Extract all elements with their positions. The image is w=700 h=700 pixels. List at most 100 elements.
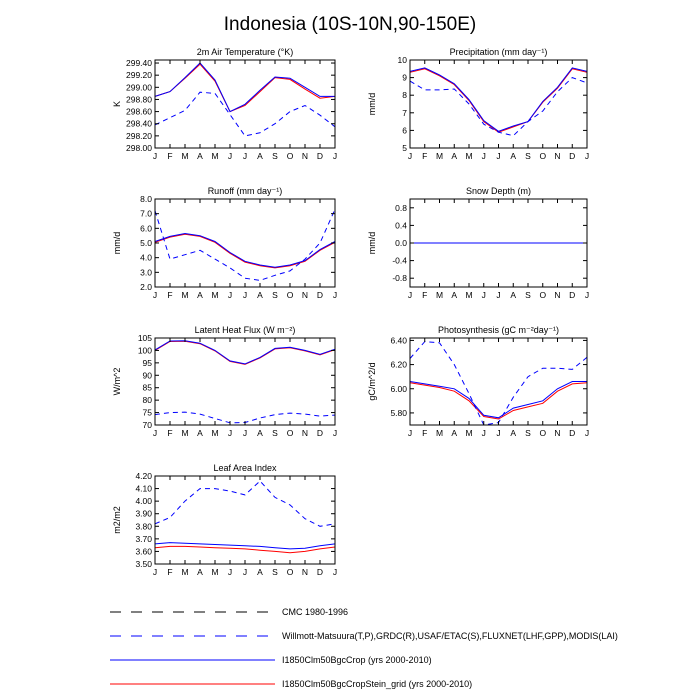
y-tick-label: 75 bbox=[143, 408, 153, 418]
y-tick-label: 5 bbox=[402, 143, 407, 153]
x-tick-label: J bbox=[228, 428, 232, 438]
x-tick-label: J bbox=[585, 151, 589, 161]
x-tick-label: S bbox=[525, 151, 531, 161]
x-tick-label: D bbox=[317, 151, 323, 161]
y-tick-label: 8.0 bbox=[140, 194, 152, 204]
x-tick-label: O bbox=[287, 151, 294, 161]
x-tick-label: A bbox=[197, 151, 203, 161]
x-tick-label: O bbox=[287, 567, 294, 577]
series-line-0 bbox=[154, 545, 336, 554]
y-tick-label: 6 bbox=[402, 125, 407, 135]
y-tick-label: -0.8 bbox=[392, 273, 407, 283]
chart-panel-2: Runoff (mm day⁻¹) mm/d 2.0 3.0 4.0 5.0 6.0 7.0 8… bbox=[112, 186, 337, 300]
panel-title: Photosynthesis (gC m⁻²day⁻¹) bbox=[438, 325, 559, 335]
series-line-0 bbox=[409, 68, 588, 133]
y-tick-label: 5.80 bbox=[390, 408, 407, 418]
x-tick-label: J bbox=[496, 290, 500, 300]
y-axis-label: mm/d bbox=[367, 93, 377, 116]
x-tick-label: N bbox=[302, 290, 308, 300]
y-axis-label: K bbox=[112, 101, 122, 107]
x-tick-label: S bbox=[525, 290, 531, 300]
y-tick-label: 3.50 bbox=[135, 559, 152, 569]
x-tick-label: O bbox=[539, 428, 546, 438]
y-axis-label: m2/m2 bbox=[112, 506, 122, 534]
x-tick-label: A bbox=[451, 428, 457, 438]
x-tick-label: J bbox=[482, 151, 486, 161]
x-tick-label: M bbox=[181, 151, 188, 161]
panel-title: Precipitation (mm day⁻¹) bbox=[450, 47, 548, 57]
chart-panel-3: Snow Depth (m)mm/d-0.8-0.40.00.40.8J F M A M… bbox=[367, 186, 589, 300]
x-tick-label: A bbox=[510, 290, 516, 300]
y-tick-label: 3.60 bbox=[135, 546, 152, 556]
x-tick-label: D bbox=[569, 428, 575, 438]
x-tick-label: F bbox=[167, 428, 172, 438]
x-tick-label: N bbox=[302, 567, 308, 577]
x-tick-label: O bbox=[287, 428, 294, 438]
y-tick-label: 4.20 bbox=[135, 471, 152, 481]
series-line-2 bbox=[409, 341, 588, 426]
y-tick-label: 299.20 bbox=[126, 70, 152, 80]
x-tick-label: J bbox=[333, 428, 337, 438]
y-tick-label: 7.0 bbox=[140, 209, 152, 219]
y-axis-label: mm/d bbox=[367, 232, 377, 255]
y-tick-label: 4.00 bbox=[135, 496, 152, 506]
panel-title: Latent Heat Flux (W m⁻²) bbox=[195, 325, 296, 335]
x-tick-label: F bbox=[167, 567, 172, 577]
x-tick-label: M bbox=[211, 290, 218, 300]
y-tick-label: 80 bbox=[143, 395, 153, 405]
x-tick-label: N bbox=[302, 428, 308, 438]
series-line-0 bbox=[154, 233, 336, 269]
y-axis-label: mm/d bbox=[112, 232, 122, 255]
plot-frame bbox=[154, 198, 336, 288]
x-tick-label: M bbox=[465, 428, 472, 438]
y-tick-label: 298.40 bbox=[126, 119, 152, 129]
x-tick-label: S bbox=[272, 428, 278, 438]
x-tick-label: A bbox=[257, 428, 263, 438]
panel-title: Runoff (mm day⁻¹) bbox=[208, 186, 283, 196]
legend-label: I1850Clm50BgcCrop (yrs 2000-2010) bbox=[282, 655, 432, 665]
x-tick-label: J bbox=[585, 428, 589, 438]
x-tick-label: N bbox=[302, 151, 308, 161]
y-tick-label: 3.80 bbox=[135, 521, 152, 531]
series-line-1 bbox=[154, 340, 336, 365]
y-tick-label: 95 bbox=[143, 358, 153, 368]
panel-title: Leaf Area Index bbox=[213, 463, 277, 473]
legend-label: CMC 1980-1996 bbox=[282, 607, 348, 617]
chart-panel-0: 2m Air Temperature (°K) K 298.00 298.20 298.… bbox=[112, 47, 337, 161]
series-line-0 bbox=[409, 382, 588, 420]
y-tick-label: 298.20 bbox=[126, 131, 152, 141]
x-tick-label: A bbox=[510, 428, 516, 438]
y-tick-label: 299.40 bbox=[126, 58, 152, 68]
y-tick-label: 90 bbox=[143, 370, 153, 380]
x-tick-label: M bbox=[436, 290, 443, 300]
x-tick-label: S bbox=[272, 567, 278, 577]
y-tick-label: 70 bbox=[143, 420, 153, 430]
y-tick-label: 3.0 bbox=[140, 267, 152, 277]
y-tick-label: 298.00 bbox=[126, 143, 152, 153]
x-tick-label: N bbox=[554, 290, 560, 300]
y-axis-label: gC/m^2/d bbox=[367, 362, 377, 400]
x-tick-label: A bbox=[197, 428, 203, 438]
x-tick-label: J bbox=[153, 151, 157, 161]
x-tick-label: M bbox=[181, 567, 188, 577]
y-tick-label: 5.0 bbox=[140, 238, 152, 248]
y-tick-label: 0.0 bbox=[395, 238, 407, 248]
y-tick-label: 10 bbox=[398, 55, 408, 65]
x-tick-label: N bbox=[554, 151, 560, 161]
series-line-0 bbox=[154, 340, 336, 365]
legend-item-3: I1850Clm50BgcCropStein_grid (yrs 2000-20… bbox=[110, 679, 472, 689]
y-tick-label: 6.20 bbox=[390, 360, 407, 370]
x-tick-label: F bbox=[422, 151, 427, 161]
y-tick-label: 7 bbox=[402, 108, 407, 118]
y-tick-label: 3.70 bbox=[135, 534, 152, 544]
x-tick-label: D bbox=[569, 290, 575, 300]
x-tick-label: M bbox=[211, 567, 218, 577]
series-line-2 bbox=[154, 480, 336, 527]
x-tick-label: S bbox=[272, 151, 278, 161]
series-line-2 bbox=[154, 209, 336, 281]
series-line-1 bbox=[154, 62, 335, 113]
chart-panel-6: Leaf Area Index m2/m2 3.50 3.60 3.70 3.80 3.90… bbox=[112, 463, 337, 577]
y-tick-label: 100 bbox=[138, 345, 152, 355]
